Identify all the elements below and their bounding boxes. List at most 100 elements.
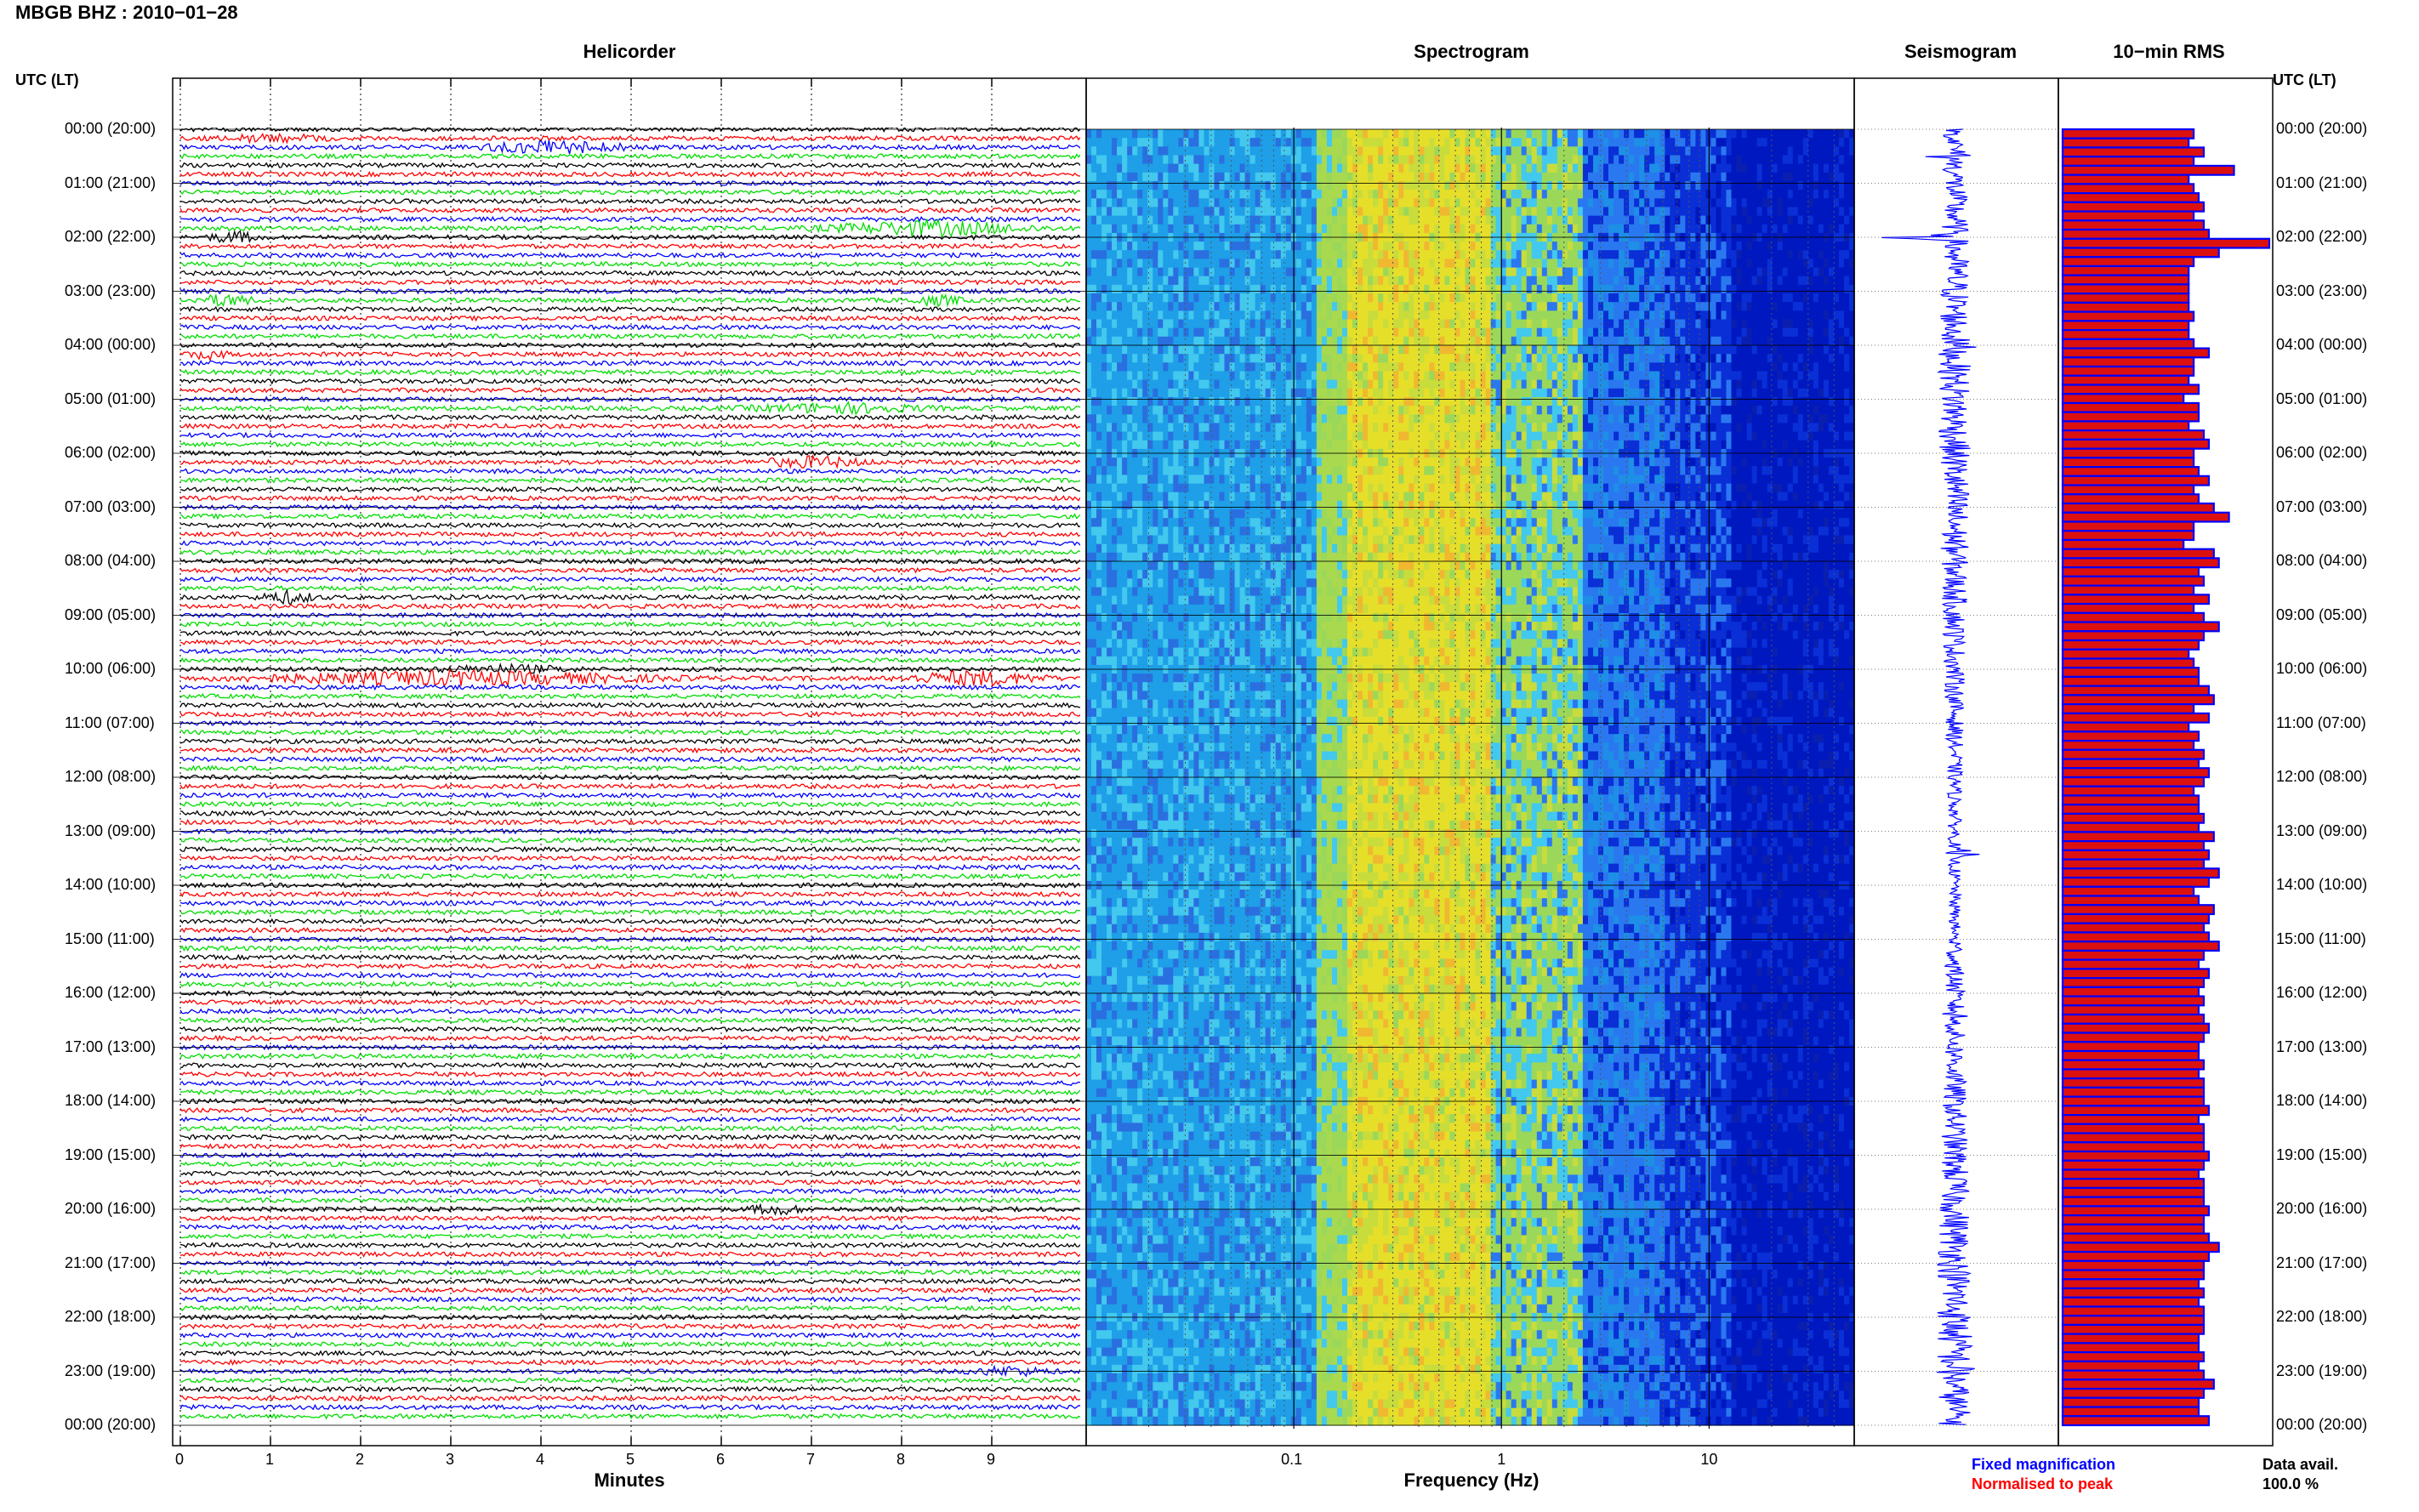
spectrogram-cell <box>1173 1382 1179 1391</box>
spectrogram-cell <box>1127 371 1133 381</box>
spectrogram-cell <box>1209 388 1215 398</box>
spectrogram-cell <box>1198 354 1204 363</box>
spectrogram-cell <box>1168 1407 1174 1418</box>
spectrogram-cell <box>1153 267 1158 277</box>
spectrogram-cell <box>1168 1261 1174 1270</box>
spectrogram-cell <box>1178 1252 1184 1262</box>
spectrogram-cell <box>1193 388 1199 398</box>
spectrogram-cell <box>1224 1079 1231 1089</box>
spectrogram-cell <box>1173 397 1179 406</box>
spectrogram-cell <box>1178 838 1184 847</box>
spectrogram-cell <box>1107 1183 1113 1193</box>
spectrogram-cell <box>1127 1373 1133 1383</box>
spectrogram-cell <box>1117 388 1123 398</box>
spectrogram-cell <box>1091 1088 1097 1098</box>
spectrogram-cell <box>1229 863 1236 873</box>
spectrogram-cell <box>1239 379 1246 389</box>
spectrogram-cell <box>1214 1407 1221 1418</box>
spectrogram-cell <box>1086 475 1092 485</box>
spectrogram-cell <box>1153 975 1158 986</box>
spectrogram-cell <box>1107 682 1113 691</box>
helicorder-trace-line <box>179 1251 1080 1258</box>
spectrogram-cell <box>1183 302 1189 311</box>
spectrogram-cell <box>1234 595 1241 605</box>
spectrogram-cell <box>1096 578 1102 588</box>
spectrogram-cell <box>1163 1123 1169 1133</box>
spectrogram-cell <box>1107 838 1113 847</box>
spectrogram-cell <box>1163 406 1169 415</box>
spectrogram-cell <box>1168 310 1174 321</box>
spectrogram-cell <box>1132 138 1138 147</box>
spectrogram-cell <box>1214 1010 1221 1020</box>
spectrogram-cell <box>1234 1079 1241 1089</box>
spectrogram-cell <box>1219 1382 1226 1391</box>
spectrogram-cell <box>1086 1382 1092 1391</box>
spectrogram-cell <box>1117 811 1123 821</box>
spectrogram-cell <box>1183 708 1189 718</box>
spectrogram-cell <box>1137 1010 1143 1020</box>
spectrogram-cell <box>1137 907 1143 917</box>
spectrogram-cell <box>1183 327 1189 338</box>
spectrogram-cell <box>1234 674 1241 683</box>
spectrogram-cell <box>1209 1088 1215 1098</box>
spectrogram-cell <box>1188 1304 1194 1314</box>
spectrogram-cell <box>1158 1243 1164 1253</box>
spectrogram-cell <box>1173 993 1179 1003</box>
spectrogram-cell <box>1239 855 1246 865</box>
spectrogram-cell <box>1122 1304 1128 1314</box>
spectrogram-cell <box>1163 319 1169 329</box>
spectrogram-cell <box>1153 431 1158 441</box>
spectrogram-cell <box>1112 242 1118 251</box>
spectrogram-cell <box>1122 526 1128 537</box>
spectrogram-cell <box>1168 552 1174 562</box>
spectrogram-cell <box>1214 1339 1221 1349</box>
spectrogram-cell <box>1107 466 1113 475</box>
spectrogram-cell <box>1239 327 1246 338</box>
spectrogram-cell <box>1239 1200 1246 1210</box>
spectrogram-cell <box>1096 1002 1102 1011</box>
spectrogram-cell <box>1198 423 1204 433</box>
spectrogram-cell <box>1168 829 1174 838</box>
spectrogram-cell <box>1239 820 1246 830</box>
spectrogram-cell <box>1153 423 1158 433</box>
spectrogram-cell <box>1137 941 1143 951</box>
spectrogram-cell <box>1168 207 1174 217</box>
spectrogram-cell <box>1178 1382 1184 1391</box>
spectrogram-cell <box>1132 371 1138 381</box>
spectrogram-cell <box>1158 1045 1164 1054</box>
spectrogram-cell <box>1122 354 1128 363</box>
spectrogram-cell <box>1204 345 1210 355</box>
spectrogram-cell <box>1101 734 1107 743</box>
spectrogram-cell <box>1142 1270 1148 1279</box>
spectrogram-cell <box>1229 924 1236 934</box>
spectrogram-cell <box>1193 336 1199 346</box>
spectrogram-cell <box>1188 1278 1194 1288</box>
spectrogram-cell <box>1153 1390 1158 1401</box>
spectrogram-cell <box>1086 708 1092 718</box>
spectrogram-cell <box>1224 768 1231 778</box>
spectrogram-cell <box>1198 1390 1204 1401</box>
spectrogram-cell <box>1137 1106 1143 1115</box>
spectrogram-cell <box>1158 163 1164 173</box>
spectrogram-cell <box>1127 1191 1133 1202</box>
spectrogram-cell <box>1112 535 1118 545</box>
spectrogram-cell <box>1163 838 1169 847</box>
spectrogram-cell <box>1239 215 1246 225</box>
spectrogram-cell <box>1127 863 1133 873</box>
spectrogram-cell <box>1091 613 1097 622</box>
spectrogram-cell <box>1142 1356 1148 1366</box>
spectrogram-cell <box>1183 155 1189 165</box>
spectrogram-cell <box>1132 958 1138 969</box>
spectrogram-cell <box>1209 1123 1215 1133</box>
spectrogram-cell <box>1086 975 1092 986</box>
spectrogram-cell <box>1163 1106 1169 1115</box>
spectrogram-cell <box>1219 846 1226 856</box>
spectrogram-cell <box>1132 414 1138 424</box>
spectrogram-cell <box>1127 1382 1133 1391</box>
spectrogram-cell <box>1188 872 1194 882</box>
spectrogram-cell <box>1107 1123 1113 1133</box>
spectrogram-cell <box>1214 1235 1221 1245</box>
spectrogram-cell <box>1183 1191 1189 1202</box>
spectrogram-cell <box>1117 284 1123 294</box>
spectrogram-cell <box>1101 509 1107 519</box>
